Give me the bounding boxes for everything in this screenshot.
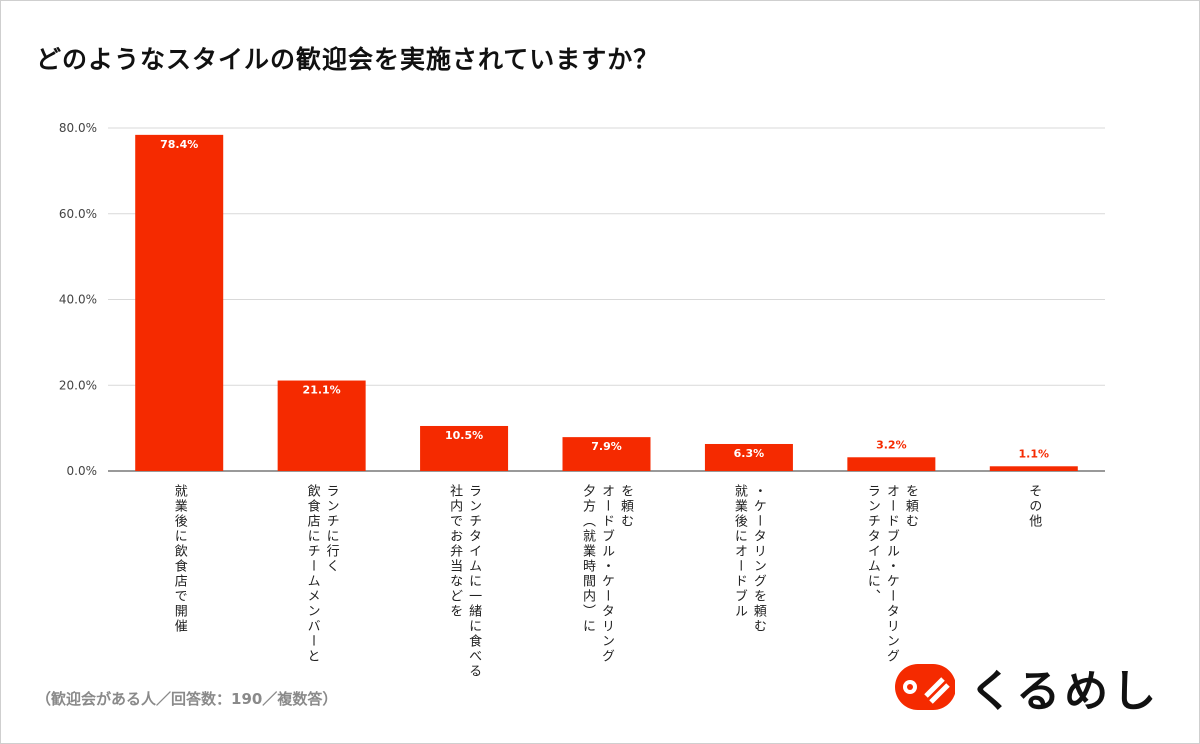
x-category-label: ランチに行く 飲食店にチームメンバーと [304, 484, 339, 664]
footnote: （歓迎会がある人／回答数：190／複数答） [36, 690, 338, 708]
bar [989, 466, 1078, 471]
y-tick-label: 0.0% [67, 464, 98, 478]
x-category-label: ランチタイムに一緒に食べる 社内でお弁当などを [447, 484, 482, 679]
x-category-label: その他 [1026, 484, 1042, 529]
y-tick-label: 20.0% [59, 378, 97, 392]
bar [847, 457, 936, 471]
y-tick-label: 60.0% [59, 207, 97, 221]
data-label: 1.1% [1019, 447, 1050, 460]
x-category-label: を頼む オードブル・ケータリング ランチタイムに、 [864, 484, 918, 664]
y-tick-label: 40.0% [59, 293, 97, 307]
data-label: 78.4% [160, 138, 198, 151]
logo-text: くるめし [969, 666, 1161, 717]
data-label: 21.1% [303, 384, 341, 397]
data-label: 6.3% [734, 447, 765, 460]
bar [562, 437, 651, 471]
x-category-label: ・ケータリングを頼む 就業後にオードブル [731, 484, 766, 634]
data-label: 3.2% [876, 438, 907, 451]
x-category-label: 就業後に飲食店で開催 [171, 484, 187, 634]
bar [277, 380, 366, 471]
bar [135, 134, 224, 472]
logo-mark-icon [895, 664, 955, 710]
y-tick-label: 80.0% [59, 121, 97, 135]
data-label: 10.5% [445, 429, 483, 442]
x-category-label: を頼む オードブル・ケータリング 夕方（就業時間内）に [580, 484, 633, 664]
chart-title: どのようなスタイルの歓迎会を実施されていますか？ [36, 45, 660, 74]
bar [704, 443, 793, 471]
kurumeshi-logo: くるめし [893, 655, 1160, 719]
data-label: 7.9% [591, 440, 622, 453]
bar [420, 425, 509, 471]
